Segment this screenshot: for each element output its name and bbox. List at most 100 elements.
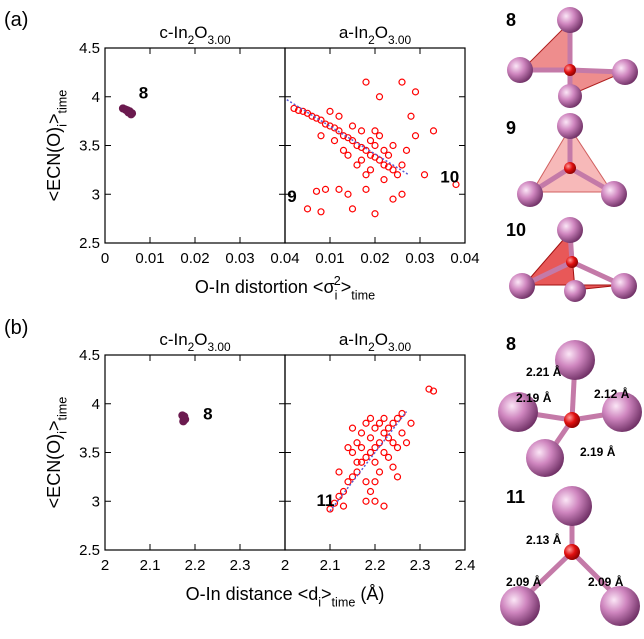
- text-part: O: [194, 23, 207, 42]
- scatter-point: [366, 137, 375, 145]
- y-axis-label: <ECN(O)i>time: [44, 397, 69, 509]
- scatter-point: [127, 110, 136, 119]
- annotation: 9: [287, 187, 296, 206]
- plot-frame: [104, 354, 286, 551]
- scatter-point: [357, 458, 366, 466]
- scatter-point: [335, 127, 343, 135]
- x-tick-label: 2: [281, 557, 289, 574]
- annotation: 8: [203, 404, 212, 423]
- scatter-point: [330, 499, 339, 507]
- text-part: 3.00: [388, 340, 412, 354]
- text-part: 2: [334, 274, 341, 288]
- y-tick-label: 3.5: [79, 138, 100, 155]
- chart-title: a-In2O3.00: [339, 23, 412, 47]
- text-part: O: [375, 23, 388, 42]
- text-part: <ECN(O): [44, 127, 64, 202]
- text-part: O: [375, 330, 388, 349]
- scatter-point: [384, 424, 393, 432]
- scatter-point: [344, 190, 352, 198]
- scatter-point: [326, 107, 334, 115]
- x-tick-label: 2.1: [140, 557, 161, 574]
- scatter-point: [371, 478, 379, 486]
- y-axis-label: <ECN(O)i>time: [44, 90, 69, 202]
- plot-frame: [284, 47, 466, 244]
- scatter-point: [344, 444, 352, 452]
- scatter-point: [317, 132, 325, 140]
- x-tick-label: 0.02: [360, 250, 389, 267]
- scatter-point: [389, 141, 397, 150]
- scatter-point: [362, 478, 370, 486]
- scatter-point: [371, 444, 379, 452]
- scatter-point: [452, 180, 460, 189]
- scatter-point: [362, 78, 370, 86]
- scatter-point: [393, 473, 402, 481]
- scatter-point: [380, 161, 388, 169]
- scatter-point: [348, 205, 357, 213]
- text-part: 3.00: [388, 33, 412, 47]
- bond-label: 2.19 Å: [516, 390, 552, 405]
- scatter-point: [402, 146, 411, 154]
- scatter-point: [357, 444, 366, 452]
- x-tick-label: 2.1: [320, 557, 341, 574]
- fit-line: [329, 411, 408, 512]
- scatter-point: [362, 185, 370, 193]
- text-part: i: [55, 431, 69, 434]
- x-tick-label: 2.2: [185, 557, 206, 574]
- text-part: >: [44, 420, 64, 431]
- scatter-point: [366, 166, 375, 174]
- text-part: time: [55, 90, 69, 114]
- scatter-point: [357, 127, 366, 135]
- structure: 10: [506, 217, 637, 302]
- scatter-point: [384, 453, 393, 461]
- scatter-point: [326, 505, 334, 513]
- y-tick-label: 3: [92, 186, 100, 203]
- y-tick-label: 4.5: [79, 347, 100, 364]
- scatter-point: [353, 161, 361, 169]
- scatter-point: [389, 463, 397, 471]
- structure: 8: [506, 7, 638, 108]
- structure-label: 8: [506, 334, 516, 354]
- scatter-point: [398, 190, 406, 198]
- scatter-point: [384, 151, 393, 159]
- scatter-point: [344, 151, 352, 159]
- scatter-point: [420, 171, 429, 179]
- scatter-point: [348, 448, 357, 457]
- scatter-point: [389, 166, 397, 174]
- x-tick-label: 0.04: [450, 250, 479, 267]
- scatter-point: [366, 434, 375, 442]
- x-tick-label: 2.3: [410, 557, 431, 574]
- x-axis-label: O-In distance <di>time (Å): [186, 584, 385, 609]
- scatter-point: [429, 387, 438, 395]
- structure: 8 2.21 Å 2.19 Å 2.12 Å 2.19 Å: [498, 334, 642, 477]
- chart-title: c-In2O3.00: [159, 330, 231, 354]
- x-tick-label: 0.03: [225, 250, 254, 267]
- text-part: i: [318, 595, 321, 609]
- scatter-point: [380, 146, 388, 154]
- scatter-point: [393, 414, 402, 422]
- scatter-point: [321, 120, 330, 128]
- plot-frame: [104, 47, 286, 244]
- scatter-point: [366, 414, 375, 422]
- scatter-point: [353, 141, 361, 150]
- annotation: 11: [317, 491, 335, 510]
- text-part: i: [335, 288, 338, 302]
- scatter-point: [362, 171, 370, 179]
- scatter-point: [371, 458, 379, 466]
- scatter-point: [353, 439, 361, 447]
- scatter-point: [398, 429, 406, 437]
- structure-label: 11: [506, 487, 525, 507]
- scatter-point: [348, 122, 357, 130]
- scatter-point: [362, 419, 370, 427]
- scatter-point: [407, 419, 415, 427]
- scatter-point: [411, 88, 420, 96]
- panel-label: (a): [4, 9, 28, 31]
- scatter-point: [393, 171, 402, 179]
- text-part: 3.00: [208, 340, 232, 354]
- y-tick-label: 4.5: [79, 40, 100, 57]
- scatter-point: [398, 161, 406, 169]
- text-part: 2: [188, 33, 195, 47]
- text-part: 2: [188, 340, 195, 354]
- scatter-point: [429, 127, 438, 135]
- bond-label: 2.19 Å: [580, 444, 616, 459]
- x-tick-label: 2.4: [455, 557, 476, 574]
